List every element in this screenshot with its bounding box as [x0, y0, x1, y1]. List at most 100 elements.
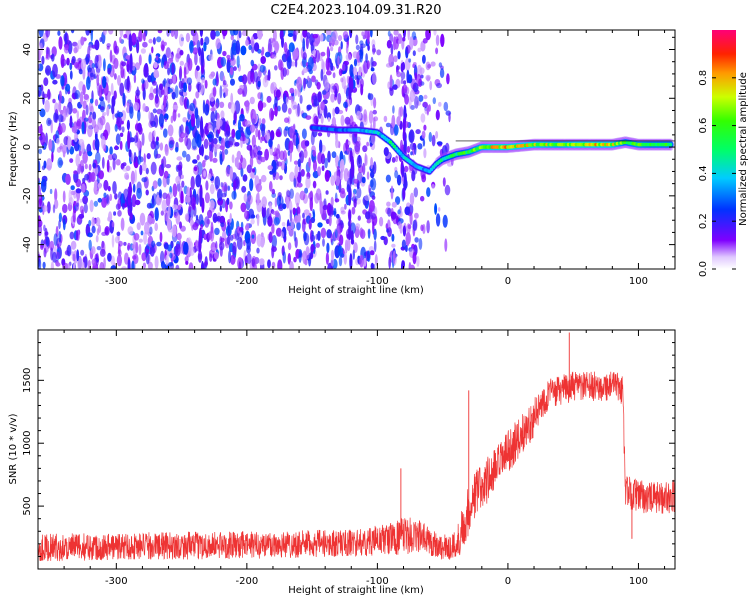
noise-speckle — [107, 185, 111, 192]
noise-speckle — [249, 178, 254, 192]
noise-speckle — [121, 61, 127, 67]
noise-speckle — [441, 145, 448, 157]
noise-speckle — [143, 80, 149, 90]
noise-speckle — [345, 53, 352, 61]
signal-core — [668, 142, 673, 147]
noise-speckle — [305, 115, 312, 120]
noise-speckle — [148, 92, 154, 101]
noise-speckle — [433, 30, 437, 36]
noise-speckle — [109, 146, 113, 156]
noise-streak — [348, 209, 352, 222]
noise-speckle — [66, 244, 72, 257]
noise-speckle — [73, 261, 76, 269]
noise-speckle — [204, 192, 210, 204]
noise-speckle — [400, 79, 404, 84]
noise-speckle — [193, 222, 199, 228]
noise-speckle — [180, 190, 184, 204]
noise-speckle — [337, 92, 342, 105]
noise-speckle — [386, 201, 391, 207]
noise-streak — [200, 144, 204, 157]
noise-speckle — [141, 252, 147, 262]
noise-speckle — [338, 256, 343, 267]
noise-speckle — [42, 261, 46, 269]
noise-speckle — [328, 214, 332, 227]
noise-speckle — [103, 58, 106, 72]
noise-speckle — [204, 79, 208, 89]
noise-speckle — [282, 67, 287, 77]
noise-speckle — [75, 178, 82, 188]
noise-speckle — [269, 136, 273, 150]
snr-frame — [37, 329, 676, 570]
noise-speckle — [230, 34, 234, 41]
noise-speckle — [224, 148, 229, 155]
snr-panel: -300 -200 -100 0 100 500 1000 1500 Height of st… — [8, 329, 676, 596]
noise-speckle — [81, 121, 85, 135]
noise-speckle — [312, 180, 317, 189]
noise-speckle — [366, 171, 370, 180]
noise-speckle — [82, 177, 86, 184]
noise-speckle — [152, 180, 158, 190]
noise-speckle — [340, 222, 345, 229]
noise-speckle — [96, 74, 100, 87]
noise-speckle — [113, 90, 117, 100]
noise-speckle — [138, 243, 142, 256]
noise-speckle — [407, 224, 412, 230]
noise-speckle — [355, 34, 359, 45]
noise-speckle — [145, 189, 149, 196]
snr-background — [38, 330, 675, 569]
noise-speckle — [73, 132, 78, 143]
noise-speckle — [302, 212, 305, 219]
noise-speckle — [420, 40, 426, 52]
noise-speckle — [125, 174, 130, 180]
noise-speckle — [301, 218, 306, 233]
noise-speckle — [89, 67, 96, 81]
noise-speckle — [143, 31, 146, 42]
noise-speckle — [111, 153, 118, 161]
noise-speckle — [107, 67, 111, 75]
noise-speckle — [416, 255, 420, 267]
noise-speckle — [148, 111, 151, 121]
noise-speckle — [103, 179, 109, 191]
noise-speckle — [299, 190, 306, 201]
noise-speckle — [165, 95, 169, 100]
noise-speckle — [292, 123, 296, 132]
noise-speckle — [179, 65, 183, 80]
noise-speckle — [161, 104, 164, 111]
noise-speckle — [434, 203, 438, 215]
noise-speckle — [325, 70, 332, 76]
noise-speckle — [356, 186, 362, 199]
noise-speckle — [311, 75, 316, 83]
noise-speckle — [208, 54, 214, 61]
noise-speckle — [58, 230, 62, 243]
noise-speckle — [294, 58, 298, 68]
noise-speckle — [308, 157, 311, 168]
noise-speckle — [420, 195, 425, 202]
noise-speckle — [440, 33, 445, 48]
noise-speckle — [406, 69, 410, 84]
noise-speckle — [202, 160, 206, 168]
noise-speckle — [291, 101, 297, 111]
noise-speckle — [353, 198, 357, 208]
noise-speckle — [62, 150, 66, 158]
noise-speckle — [148, 38, 153, 44]
noise-speckle — [151, 217, 155, 225]
noise-speckle — [237, 88, 243, 95]
noise-speckle — [319, 33, 324, 42]
noise-speckle — [332, 107, 336, 118]
noise-speckle — [45, 132, 48, 146]
noise-speckle — [293, 177, 297, 188]
noise-speckle — [237, 119, 242, 132]
noise-speckle — [217, 118, 223, 127]
noise-speckle — [52, 98, 56, 104]
noise-speckle — [288, 42, 295, 53]
noise-speckle — [229, 212, 232, 223]
noise-speckle — [334, 198, 340, 203]
noise-speckle — [88, 239, 92, 251]
noise-speckle — [368, 200, 375, 212]
noise-speckle — [178, 33, 184, 47]
noise-speckle — [58, 219, 61, 230]
noise-speckle — [184, 98, 187, 109]
noise-speckle — [333, 82, 339, 95]
noise-speckle — [204, 216, 210, 228]
noise-speckle — [402, 84, 408, 94]
